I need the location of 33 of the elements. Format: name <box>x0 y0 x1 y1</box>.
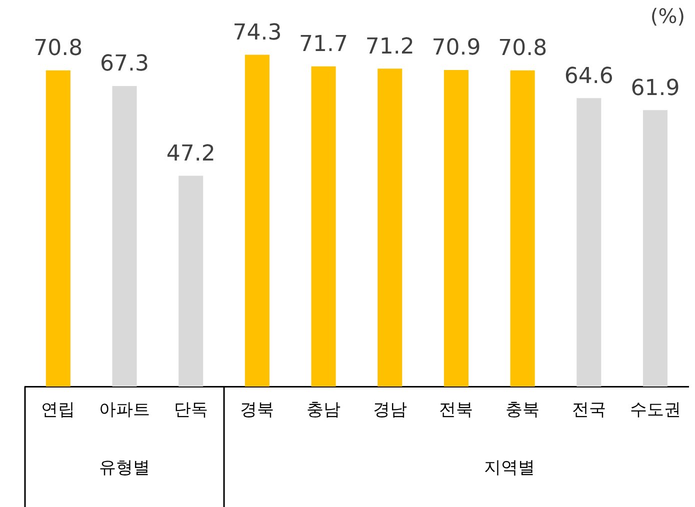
x-tick-label: 전북 <box>439 400 474 420</box>
bar <box>642 110 668 387</box>
data-label: 74.3 <box>232 20 282 46</box>
text: 유형별 <box>99 458 150 478</box>
bar <box>178 176 204 387</box>
x-tick-label: 수도권 <box>630 400 681 420</box>
data-label: 70.9 <box>432 36 481 61</box>
bar <box>576 98 602 387</box>
data-label: 64.6 <box>564 64 614 89</box>
x-tick-label: 아파트 <box>99 400 150 420</box>
bar <box>444 70 468 387</box>
x-tick-label: 연립 <box>41 400 76 420</box>
bar <box>244 54 270 387</box>
bar <box>510 70 535 387</box>
bar <box>112 86 137 387</box>
text: 지역별 <box>484 458 535 478</box>
data-label: 67.3 <box>100 52 150 77</box>
data-label: 47.2 <box>166 142 216 167</box>
x-tick-label: 단독 <box>174 400 208 420</box>
data-label: 71.7 <box>299 32 348 58</box>
bar <box>311 66 336 387</box>
data-label: 71.2 <box>365 34 414 60</box>
x-tick-label: 전국 <box>572 400 606 420</box>
bar <box>46 70 70 387</box>
x-tick-label: 경북 <box>240 400 274 420</box>
data-label: 70.8 <box>34 36 83 62</box>
data-label: 70.8 <box>498 36 548 62</box>
x-tick-label: 경남 <box>372 400 407 420</box>
x-tick-label: 충북 <box>506 400 540 420</box>
y-axis-title: (%) <box>650 4 685 28</box>
x-tick-label: 충남 <box>306 400 341 420</box>
bar <box>378 68 402 387</box>
data-label: 61.9 <box>630 76 680 101</box>
